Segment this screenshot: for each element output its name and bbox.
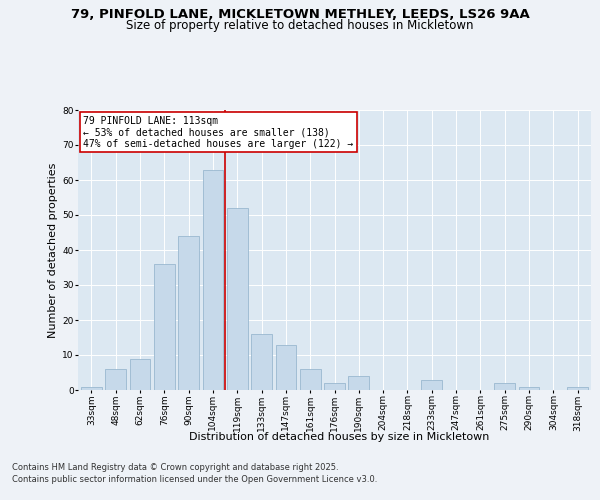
Bar: [178, 236, 199, 390]
Y-axis label: Number of detached properties: Number of detached properties: [48, 162, 58, 338]
Bar: [227, 208, 248, 390]
Text: Distribution of detached houses by size in Mickletown: Distribution of detached houses by size …: [189, 432, 489, 442]
Bar: [275, 344, 296, 390]
Bar: [106, 369, 126, 390]
Text: Size of property relative to detached houses in Mickletown: Size of property relative to detached ho…: [126, 18, 474, 32]
Bar: [154, 264, 175, 390]
Text: 79 PINFOLD LANE: 113sqm
← 53% of detached houses are smaller (138)
47% of semi-d: 79 PINFOLD LANE: 113sqm ← 53% of detache…: [83, 116, 353, 149]
Bar: [567, 386, 588, 390]
Bar: [324, 383, 345, 390]
Bar: [421, 380, 442, 390]
Text: Contains public sector information licensed under the Open Government Licence v3: Contains public sector information licen…: [12, 475, 377, 484]
Bar: [251, 334, 272, 390]
Text: 79, PINFOLD LANE, MICKLETOWN METHLEY, LEEDS, LS26 9AA: 79, PINFOLD LANE, MICKLETOWN METHLEY, LE…: [71, 8, 529, 20]
Bar: [518, 386, 539, 390]
Bar: [81, 386, 102, 390]
Bar: [203, 170, 223, 390]
Bar: [300, 369, 320, 390]
Bar: [349, 376, 369, 390]
Bar: [130, 358, 151, 390]
Text: Contains HM Land Registry data © Crown copyright and database right 2025.: Contains HM Land Registry data © Crown c…: [12, 464, 338, 472]
Bar: [494, 383, 515, 390]
